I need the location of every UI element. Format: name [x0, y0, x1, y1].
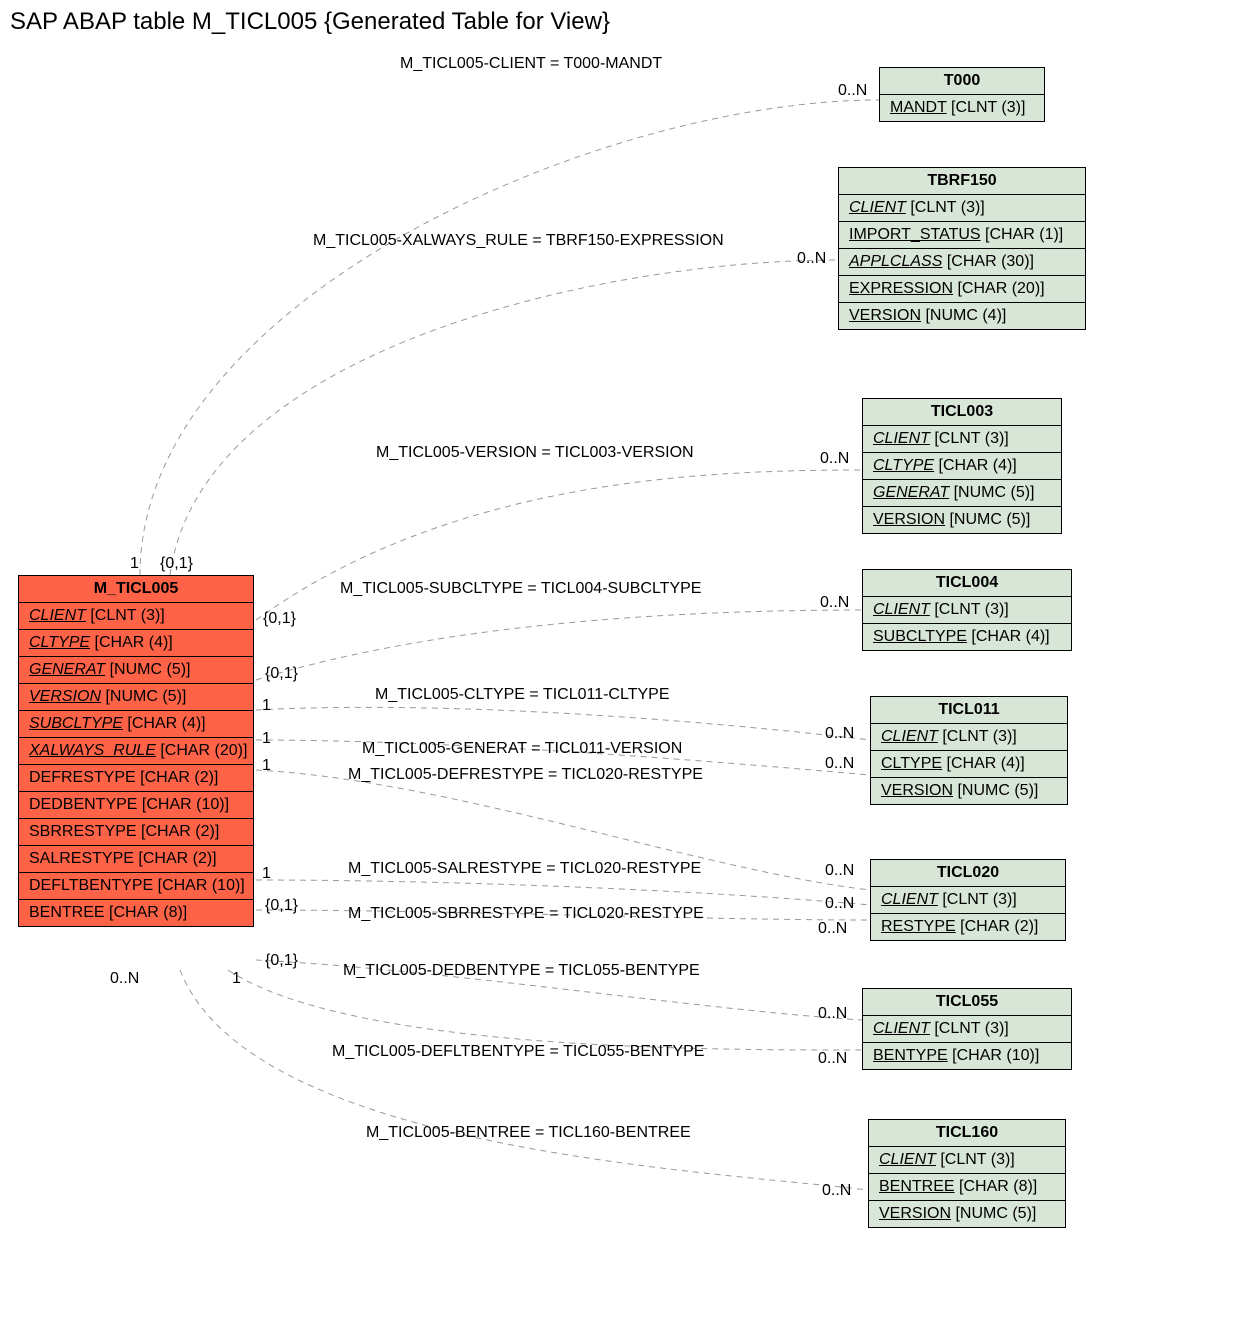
field-row: DEFRESTYPE [CHAR (2)]	[19, 765, 253, 792]
cardinality-label: 0..N	[822, 1182, 851, 1200]
field-row: CLTYPE [CHAR (4)]	[19, 630, 253, 657]
edge-label: M_TICL005-BENTREE = TICL160-BENTREE	[366, 1124, 691, 1142]
cardinality-label: 0..N	[818, 1005, 847, 1023]
entity-header: TBRF150	[839, 168, 1085, 195]
entity-header: TICL004	[863, 570, 1071, 597]
cardinality-label: {0,1}	[263, 610, 296, 628]
cardinality-label: 1	[262, 697, 271, 715]
entity-TICL160: TICL160CLIENT [CLNT (3)]BENTREE [CHAR (8…	[868, 1119, 1066, 1228]
field-row: GENERAT [NUMC (5)]	[863, 480, 1061, 507]
field-row: CLTYPE [CHAR (4)]	[871, 751, 1067, 778]
cardinality-label: 0..N	[818, 920, 847, 938]
field-row: VERSION [NUMC (4)]	[839, 303, 1085, 329]
entity-TICL004: TICL004CLIENT [CLNT (3)]SUBCLTYPE [CHAR …	[862, 569, 1072, 651]
entity-TICL003: TICL003CLIENT [CLNT (3)]CLTYPE [CHAR (4)…	[862, 398, 1062, 534]
entity-M_TICL005: M_TICL005CLIENT [CLNT (3)]CLTYPE [CHAR (…	[18, 575, 254, 927]
cardinality-label: {0,1}	[160, 555, 193, 573]
field-row: EXPRESSION [CHAR (20)]	[839, 276, 1085, 303]
cardinality-label: 0..N	[825, 895, 854, 913]
field-row: BENTREE [CHAR (8)]	[19, 900, 253, 926]
field-row: SBRRESTYPE [CHAR (2)]	[19, 819, 253, 846]
cardinality-label: 0..N	[797, 250, 826, 268]
field-row: CLIENT [CLNT (3)]	[863, 597, 1071, 624]
field-row: BENTREE [CHAR (8)]	[869, 1174, 1065, 1201]
field-row: VERSION [NUMC (5)]	[863, 507, 1061, 533]
field-row: CLIENT [CLNT (3)]	[863, 1016, 1071, 1043]
field-row: MANDT [CLNT (3)]	[880, 95, 1044, 121]
entity-TICL011: TICL011CLIENT [CLNT (3)]CLTYPE [CHAR (4)…	[870, 696, 1068, 805]
field-row: VERSION [NUMC (5)]	[869, 1201, 1065, 1227]
field-row: RESTYPE [CHAR (2)]	[871, 914, 1065, 940]
entity-header: M_TICL005	[19, 576, 253, 603]
cardinality-label: 0..N	[820, 450, 849, 468]
cardinality-label: 1	[262, 865, 271, 883]
entity-TBRF150: TBRF150CLIENT [CLNT (3)]IMPORT_STATUS [C…	[838, 167, 1086, 330]
entity-header: TICL011	[871, 697, 1067, 724]
entity-header: T000	[880, 68, 1044, 95]
edge-label: M_TICL005-VERSION = TICL003-VERSION	[376, 444, 694, 462]
entity-header: TICL160	[869, 1120, 1065, 1147]
field-row: DEDBENTYPE [CHAR (10)]	[19, 792, 253, 819]
field-row: CLIENT [CLNT (3)]	[19, 603, 253, 630]
field-row: SALRESTYPE [CHAR (2)]	[19, 846, 253, 873]
field-row: CLIENT [CLNT (3)]	[839, 195, 1085, 222]
cardinality-label: {0,1}	[265, 665, 298, 683]
entity-header: TICL003	[863, 399, 1061, 426]
field-row: DEFLTBENTYPE [CHAR (10)]	[19, 873, 253, 900]
edge-label: M_TICL005-SUBCLTYPE = TICL004-SUBCLTYPE	[340, 580, 701, 598]
field-row: CLIENT [CLNT (3)]	[863, 426, 1061, 453]
cardinality-label: 1	[232, 970, 241, 988]
edge-label: M_TICL005-GENERAT = TICL011-VERSION	[362, 740, 682, 758]
cardinality-label: 0..N	[825, 725, 854, 743]
cardinality-label: 0..N	[838, 82, 867, 100]
field-row: CLIENT [CLNT (3)]	[869, 1147, 1065, 1174]
cardinality-label: 0..N	[825, 755, 854, 773]
edge-label: M_TICL005-DEDBENTYPE = TICL055-BENTYPE	[343, 962, 700, 980]
cardinality-label: 0..N	[110, 970, 139, 988]
field-row: CLIENT [CLNT (3)]	[871, 887, 1065, 914]
page-title: SAP ABAP table M_TICL005 {Generated Tabl…	[10, 8, 610, 36]
field-row: VERSION [NUMC (5)]	[19, 684, 253, 711]
cardinality-label: {0,1}	[265, 952, 298, 970]
edge-label: M_TICL005-DEFLTBENTYPE = TICL055-BENTYPE	[332, 1043, 704, 1061]
field-row: SUBCLTYPE [CHAR (4)]	[19, 711, 253, 738]
cardinality-label: {0,1}	[265, 897, 298, 915]
edge-label: M_TICL005-CLIENT = T000-MANDT	[400, 55, 662, 73]
edge-label: M_TICL005-SBRRESTYPE = TICL020-RESTYPE	[348, 905, 704, 923]
cardinality-label: 1	[262, 757, 271, 775]
field-row: XALWAYS_RULE [CHAR (20)]	[19, 738, 253, 765]
field-row: GENERAT [NUMC (5)]	[19, 657, 253, 684]
field-row: APPLCLASS [CHAR (30)]	[839, 249, 1085, 276]
edge-label: M_TICL005-CLTYPE = TICL011-CLTYPE	[375, 686, 669, 704]
field-row: CLTYPE [CHAR (4)]	[863, 453, 1061, 480]
entity-header: TICL020	[871, 860, 1065, 887]
cardinality-label: 1	[262, 730, 271, 748]
edge-label: M_TICL005-XALWAYS_RULE = TBRF150-EXPRESS…	[313, 232, 724, 250]
entity-T000: T000MANDT [CLNT (3)]	[879, 67, 1045, 122]
entity-TICL020: TICL020CLIENT [CLNT (3)]RESTYPE [CHAR (2…	[870, 859, 1066, 941]
field-row: CLIENT [CLNT (3)]	[871, 724, 1067, 751]
cardinality-label: 1	[130, 555, 139, 573]
entity-header: TICL055	[863, 989, 1071, 1016]
cardinality-label: 0..N	[820, 594, 849, 612]
entity-TICL055: TICL055CLIENT [CLNT (3)]BENTYPE [CHAR (1…	[862, 988, 1072, 1070]
field-row: BENTYPE [CHAR (10)]	[863, 1043, 1071, 1069]
edge-label: M_TICL005-SALRESTYPE = TICL020-RESTYPE	[348, 860, 701, 878]
field-row: IMPORT_STATUS [CHAR (1)]	[839, 222, 1085, 249]
cardinality-label: 0..N	[818, 1050, 847, 1068]
cardinality-label: 0..N	[825, 862, 854, 880]
edge-label: M_TICL005-DEFRESTYPE = TICL020-RESTYPE	[348, 766, 703, 784]
field-row: VERSION [NUMC (5)]	[871, 778, 1067, 804]
field-row: SUBCLTYPE [CHAR (4)]	[863, 624, 1071, 650]
